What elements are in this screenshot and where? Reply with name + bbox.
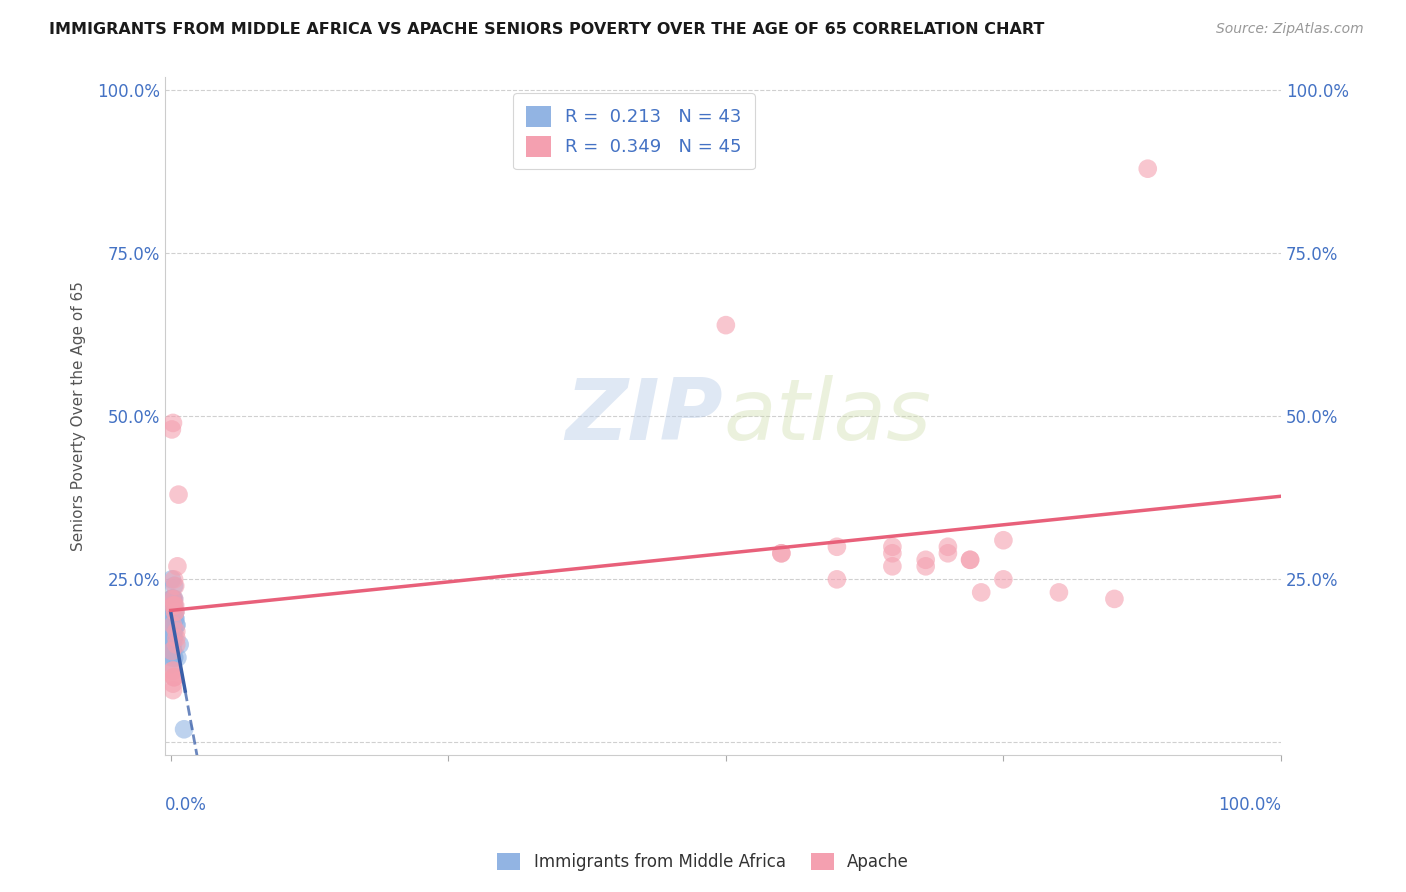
Point (169, 638, 191, 652)
Point (1104, 591, 1126, 606)
Y-axis label: Seniors Poverty Over the Age of 65: Seniors Poverty Over the Age of 65 (72, 282, 86, 551)
Point (163, 611, 186, 625)
Legend: R =  0.213   N = 43, R =  0.349   N = 45: R = 0.213 N = 43, R = 0.349 N = 45 (513, 94, 755, 169)
Point (160, 631, 183, 645)
Point (162, 416, 184, 430)
Point (163, 650, 186, 665)
Point (162, 676, 184, 690)
Point (1136, 161, 1159, 176)
Point (959, 553, 981, 567)
Point (993, 572, 1015, 586)
Point (165, 618, 187, 632)
Point (162, 611, 184, 625)
Text: ZIP: ZIP (565, 375, 723, 458)
Point (163, 579, 186, 593)
Point (162, 599, 184, 613)
Point (160, 591, 183, 606)
Point (166, 650, 188, 665)
Point (160, 644, 183, 658)
Point (882, 559, 904, 574)
Point (160, 572, 183, 586)
Point (162, 638, 184, 652)
Point (165, 599, 187, 613)
Text: 100.0%: 100.0% (1218, 796, 1281, 814)
Point (160, 591, 183, 606)
Point (160, 638, 183, 652)
Point (163, 631, 186, 645)
Point (160, 644, 183, 658)
Point (173, 723, 195, 737)
Point (1047, 585, 1070, 599)
Point (163, 650, 186, 665)
Point (167, 488, 190, 502)
Point (165, 624, 187, 639)
Point (162, 624, 184, 639)
Point (163, 624, 186, 639)
Point (165, 605, 187, 619)
Point (165, 611, 187, 625)
Point (160, 650, 183, 665)
Point (162, 591, 184, 606)
Point (993, 533, 1015, 548)
Point (970, 585, 993, 599)
Point (165, 618, 187, 632)
Point (160, 591, 183, 606)
Point (160, 624, 183, 639)
Point (162, 683, 184, 698)
Legend: Immigrants from Middle Africa, Apache: Immigrants from Middle Africa, Apache (488, 845, 918, 880)
Point (160, 605, 183, 619)
Point (165, 611, 187, 625)
Point (165, 638, 187, 652)
Point (162, 618, 184, 632)
Point (163, 670, 186, 684)
Text: atlas: atlas (723, 375, 931, 458)
Point (825, 572, 848, 586)
Point (160, 631, 183, 645)
Point (914, 553, 936, 567)
Text: Source: ZipAtlas.com: Source: ZipAtlas.com (1216, 22, 1364, 37)
Point (163, 599, 186, 613)
Point (162, 618, 184, 632)
Point (163, 605, 186, 619)
Point (163, 572, 186, 586)
Point (165, 579, 187, 593)
Point (160, 618, 183, 632)
Point (163, 591, 186, 606)
Point (160, 657, 183, 671)
Point (166, 559, 188, 574)
Point (163, 670, 186, 684)
Point (162, 664, 184, 678)
Point (163, 670, 186, 684)
Point (882, 546, 904, 560)
Point (882, 540, 904, 554)
Point (936, 546, 959, 560)
Point (165, 605, 187, 619)
Text: IMMIGRANTS FROM MIDDLE AFRICA VS APACHE SENIORS POVERTY OVER THE AGE OF 65 CORRE: IMMIGRANTS FROM MIDDLE AFRICA VS APACHE … (49, 22, 1045, 37)
Point (163, 599, 186, 613)
Point (770, 546, 793, 560)
Text: 0.0%: 0.0% (166, 796, 207, 814)
Point (162, 664, 184, 678)
Point (160, 591, 183, 606)
Point (162, 591, 184, 606)
Point (162, 644, 184, 658)
Point (914, 559, 936, 574)
Point (162, 624, 184, 639)
Point (959, 553, 981, 567)
Point (162, 624, 184, 639)
Point (770, 546, 793, 560)
Point (160, 422, 183, 436)
Point (825, 540, 848, 554)
Point (165, 605, 187, 619)
Point (160, 599, 183, 613)
Point (714, 318, 737, 333)
Point (163, 591, 186, 606)
Point (162, 631, 184, 645)
Point (162, 605, 184, 619)
Point (936, 540, 959, 554)
Point (165, 631, 187, 645)
Point (162, 644, 184, 658)
